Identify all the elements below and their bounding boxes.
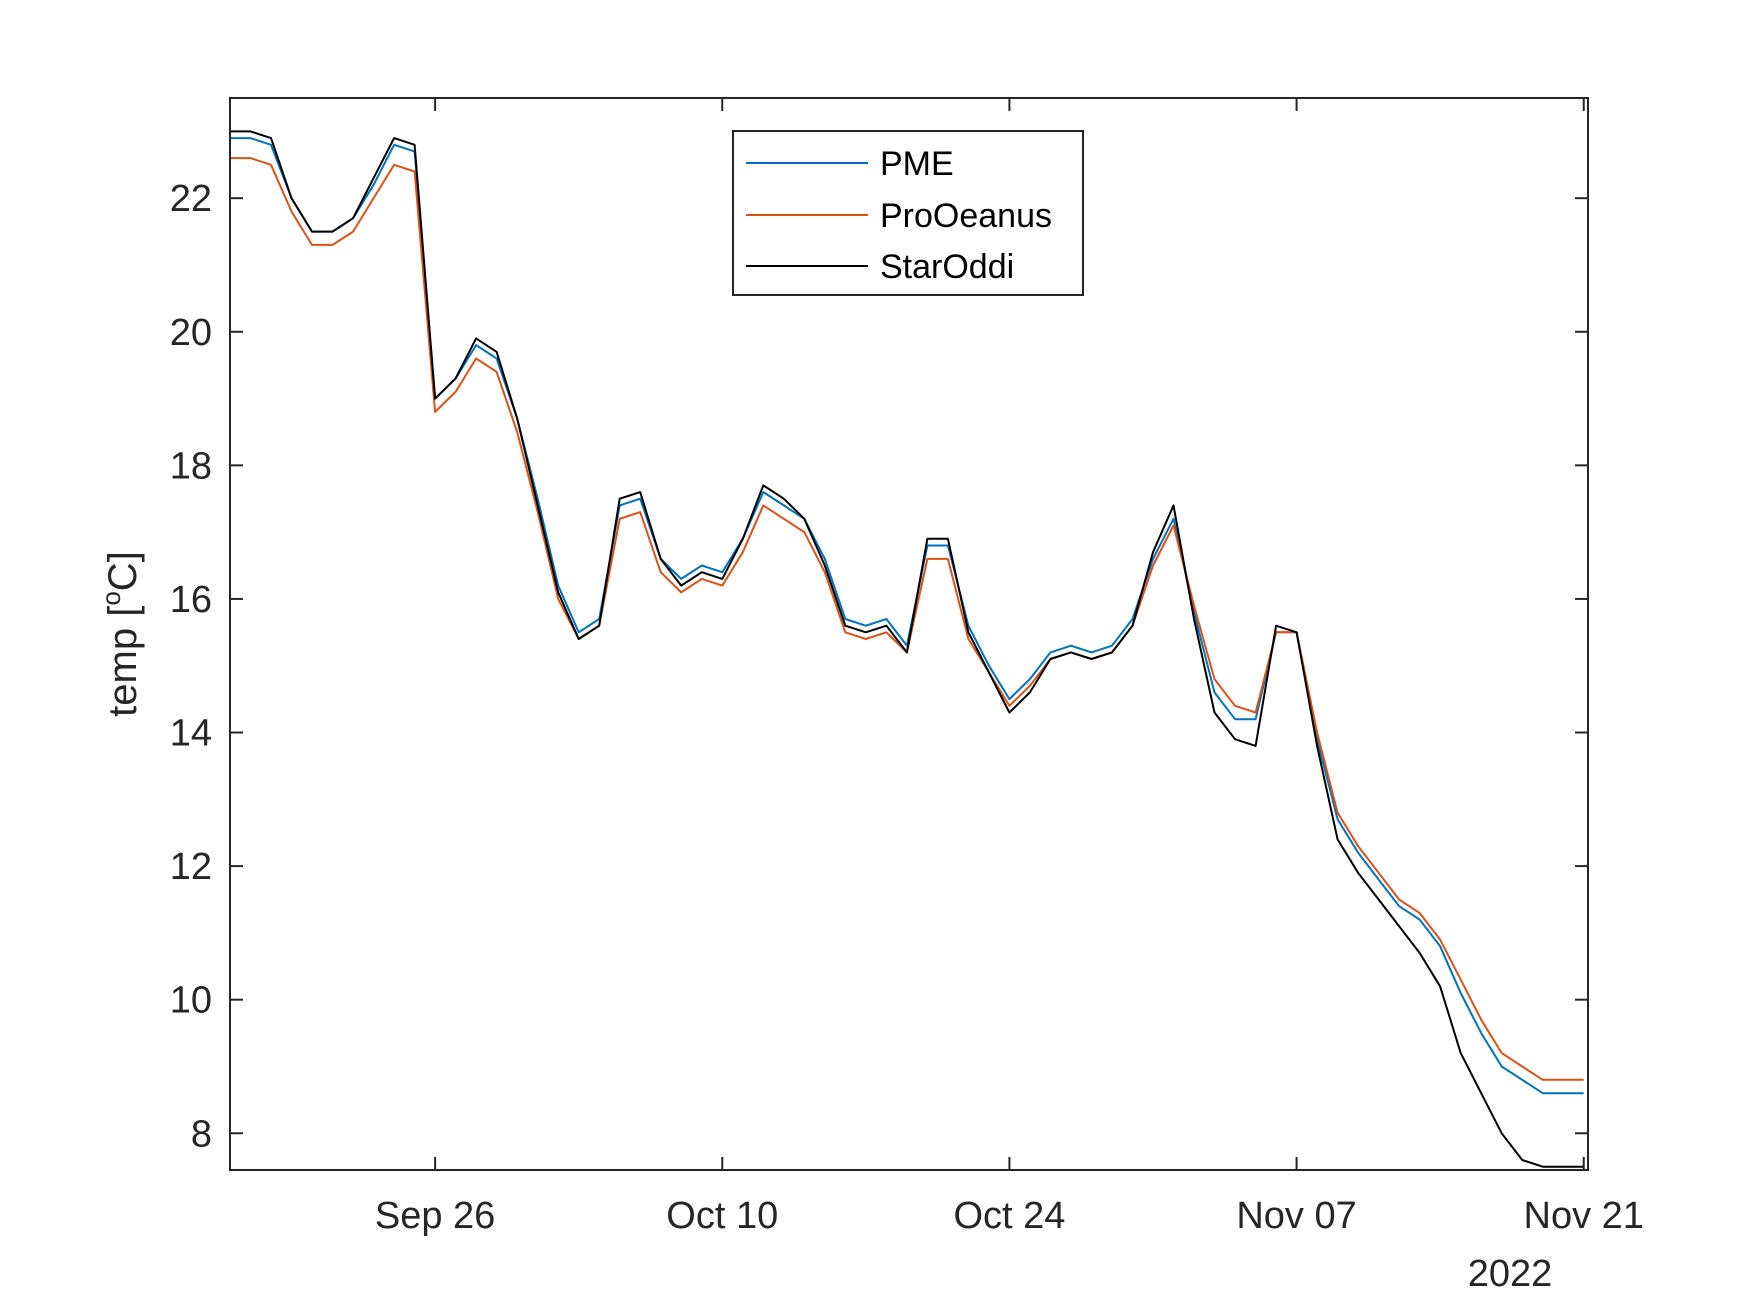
y-axis-label: temp [oC] bbox=[96, 551, 145, 717]
series-line-staroddi bbox=[230, 130, 1584, 1168]
plot-frame bbox=[229, 97, 1589, 1171]
x-tick-label: Nov 07 bbox=[1236, 1195, 1356, 1237]
y-tick-label: 22 bbox=[170, 178, 212, 220]
x-axis-year-label: 2022 bbox=[1468, 1253, 1553, 1295]
y-tick-label: 10 bbox=[170, 980, 212, 1022]
x-axis: Sep 26 Oct 10 Oct 24 Nov 07 Nov 21 bbox=[375, 98, 1644, 1237]
y-tick-label: 16 bbox=[170, 579, 212, 621]
y-tick-label: 14 bbox=[170, 713, 212, 755]
x-tick-label: Oct 24 bbox=[953, 1195, 1065, 1237]
legend: PME ProOeanus StarOddi bbox=[732, 130, 1084, 296]
legend-label-staroddi: StarOddi bbox=[880, 248, 1014, 286]
legend-box bbox=[732, 130, 1084, 296]
series-layer bbox=[230, 130, 1584, 1168]
x-tick-label: Sep 26 bbox=[375, 1195, 495, 1237]
legend-label-prooeanus: ProOeanus bbox=[880, 197, 1052, 235]
y-tick-label: 18 bbox=[170, 445, 212, 487]
legend-label-pme: PME bbox=[880, 145, 954, 183]
x-tick-label: Oct 10 bbox=[666, 1195, 778, 1237]
y-tick-label: 12 bbox=[170, 846, 212, 888]
y-tick-label: 8 bbox=[191, 1113, 212, 1155]
y-axis: 8 10 12 14 16 18 20 22 bbox=[170, 178, 1588, 1155]
y-tick-label: 20 bbox=[170, 312, 212, 354]
x-tick-label: Nov 21 bbox=[1524, 1195, 1644, 1237]
